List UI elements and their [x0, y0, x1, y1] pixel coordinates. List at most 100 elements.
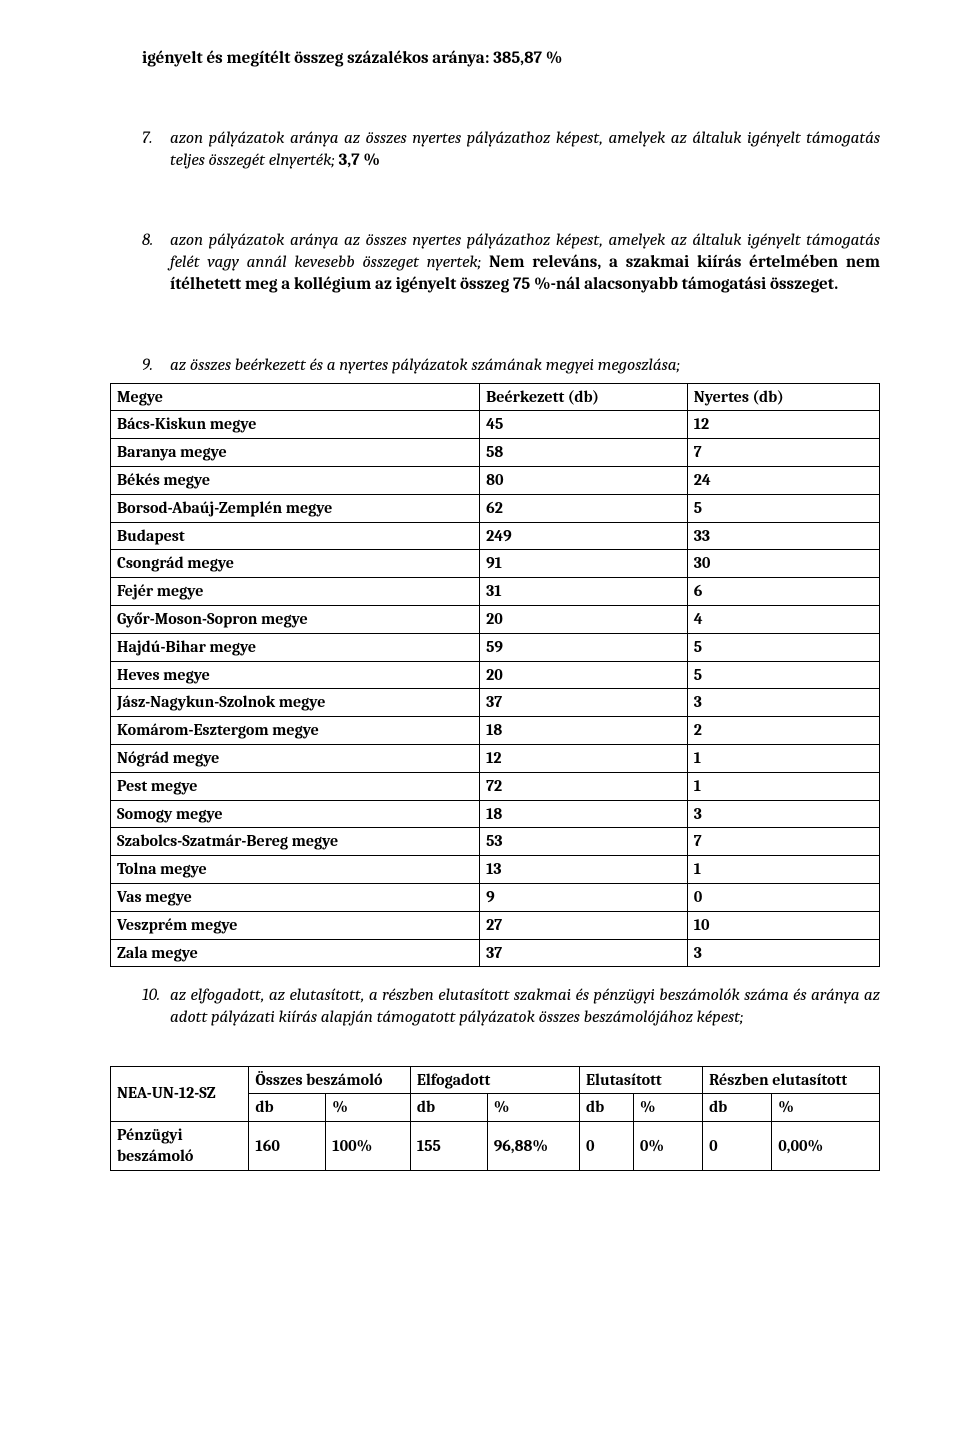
county-value-cell: 53 — [480, 828, 688, 856]
county-table: MegyeBeérkezett (db)Nyertes (db) Bács-Ki… — [110, 383, 880, 968]
report-sub-header: % — [633, 1094, 702, 1122]
county-value-cell: 12 — [687, 411, 879, 439]
item9-text: az összes beérkezett és a nyertes pályáz… — [170, 355, 880, 377]
county-name-cell: Győr-Moson-Sopron megye — [111, 606, 480, 634]
county-name-cell: Bács-Kiskun megye — [111, 411, 480, 439]
county-value-cell: 3 — [687, 689, 879, 717]
county-value-cell: 80 — [480, 467, 688, 495]
county-table-header: Megye — [111, 383, 480, 411]
county-value-cell: 1 — [687, 856, 879, 884]
table-row: Pest megye721 — [111, 772, 880, 800]
county-name-cell: Vas megye — [111, 884, 480, 912]
county-value-cell: 7 — [687, 439, 879, 467]
report-group-header: Részben elutasított — [703, 1066, 880, 1094]
ratio-heading-prefix: igényelt és megítélt összeg százalékos a… — [142, 49, 493, 68]
item10-text: az elfogadott, az elutasított, a részben… — [170, 985, 880, 1029]
list-item-10: 10. az elfogadott, az elutasított, a rés… — [142, 985, 880, 1029]
county-value-cell: 91 — [480, 550, 688, 578]
county-value-cell: 9 — [480, 884, 688, 912]
county-value-cell: 5 — [687, 633, 879, 661]
county-value-cell: 30 — [687, 550, 879, 578]
report-value-cell: 0 — [580, 1122, 634, 1171]
county-value-cell: 33 — [687, 522, 879, 550]
item-number: 7. — [142, 128, 170, 172]
report-value-cell: 0 — [703, 1122, 772, 1171]
county-name-cell: Veszprém megye — [111, 911, 480, 939]
county-name-cell: Somogy megye — [111, 800, 480, 828]
report-value-cell: 96,88% — [487, 1122, 579, 1171]
table-row: Komárom-Esztergom megye182 — [111, 717, 880, 745]
county-name-cell: Heves megye — [111, 661, 480, 689]
county-value-cell: 62 — [480, 494, 688, 522]
county-value-cell: 6 — [687, 578, 879, 606]
county-value-cell: 27 — [480, 911, 688, 939]
list-item-8: 8. azon pályázatok aránya az összes nyer… — [142, 230, 880, 296]
county-name-cell: Borsod-Abaúj-Zemplén megye — [111, 494, 480, 522]
report-group-header: Elfogadott — [410, 1066, 579, 1094]
table-row: Tolna megye131 — [111, 856, 880, 884]
county-value-cell: 5 — [687, 661, 879, 689]
county-value-cell: 72 — [480, 772, 688, 800]
county-name-cell: Komárom-Esztergom megye — [111, 717, 480, 745]
report-sub-header: db — [249, 1094, 326, 1122]
county-value-cell: 3 — [687, 939, 879, 967]
county-table-header: Beérkezett (db) — [480, 383, 688, 411]
table-row: Békés megye8024 — [111, 467, 880, 495]
county-value-cell: 5 — [687, 494, 879, 522]
report-code-cell: NEA-UN-12-SZ — [111, 1066, 249, 1122]
item7-value: 3,7 % — [339, 151, 380, 170]
table-row: Heves megye205 — [111, 661, 880, 689]
county-value-cell: 45 — [480, 411, 688, 439]
report-sub-header: % — [772, 1094, 880, 1122]
item-number: 9. — [142, 355, 170, 377]
county-value-cell: 37 — [480, 939, 688, 967]
report-row-label: Pénzügyi beszámoló — [111, 1122, 249, 1171]
table-row: Zala megye373 — [111, 939, 880, 967]
report-group-header: Elutasított — [580, 1066, 703, 1094]
county-table-header: Nyertes (db) — [687, 383, 879, 411]
county-name-cell: Jász-Nagykun-Szolnok megye — [111, 689, 480, 717]
table-row: Vas megye90 — [111, 884, 880, 912]
county-value-cell: 3 — [687, 800, 879, 828]
report-group-header: Összes beszámoló — [249, 1066, 410, 1094]
item7-text: azon pályázatok aránya az összes nyertes… — [170, 129, 880, 170]
report-sub-header: % — [326, 1094, 411, 1122]
county-value-cell: 1 — [687, 745, 879, 773]
county-value-cell: 1 — [687, 772, 879, 800]
county-name-cell: Békés megye — [111, 467, 480, 495]
county-name-cell: Zala megye — [111, 939, 480, 967]
county-value-cell: 2 — [687, 717, 879, 745]
table-row: NEA-UN-12-SZÖsszes beszámolóElfogadottEl… — [111, 1066, 880, 1094]
ratio-heading-value: 385,87 % — [493, 49, 562, 68]
county-name-cell: Baranya megye — [111, 439, 480, 467]
county-value-cell: 20 — [480, 606, 688, 634]
table-row: Veszprém megye2710 — [111, 911, 880, 939]
county-value-cell: 10 — [687, 911, 879, 939]
table-row: Nógrád megye121 — [111, 745, 880, 773]
county-name-cell: Szabolcs-Szatmár-Bereg megye — [111, 828, 480, 856]
report-sub-header: % — [487, 1094, 579, 1122]
report-value-cell: 100% — [326, 1122, 411, 1171]
report-value-cell: 0,00% — [772, 1122, 880, 1171]
table-row: Borsod-Abaúj-Zemplén megye625 — [111, 494, 880, 522]
county-value-cell: 37 — [480, 689, 688, 717]
table-row: Fejér megye316 — [111, 578, 880, 606]
county-name-cell: Csongrád megye — [111, 550, 480, 578]
report-summary-table: NEA-UN-12-SZÖsszes beszámolóElfogadottEl… — [110, 1066, 880, 1171]
county-value-cell: 59 — [480, 633, 688, 661]
county-name-cell: Nógrád megye — [111, 745, 480, 773]
county-value-cell: 31 — [480, 578, 688, 606]
report-sub-header: db — [410, 1094, 487, 1122]
county-value-cell: 58 — [480, 439, 688, 467]
table-row: Pénzügyi beszámoló160100%15596,88%00%00,… — [111, 1122, 880, 1171]
county-value-cell: 7 — [687, 828, 879, 856]
county-value-cell: 18 — [480, 717, 688, 745]
report-sub-header: db — [703, 1094, 772, 1122]
report-sub-header: db — [580, 1094, 634, 1122]
report-value-cell: 160 — [249, 1122, 326, 1171]
table-row: Jász-Nagykun-Szolnok megye373 — [111, 689, 880, 717]
list-item-9: 9. az összes beérkezett és a nyertes pál… — [142, 355, 880, 377]
table-row: Győr-Moson-Sopron megye204 — [111, 606, 880, 634]
county-value-cell: 18 — [480, 800, 688, 828]
county-value-cell: 0 — [687, 884, 879, 912]
